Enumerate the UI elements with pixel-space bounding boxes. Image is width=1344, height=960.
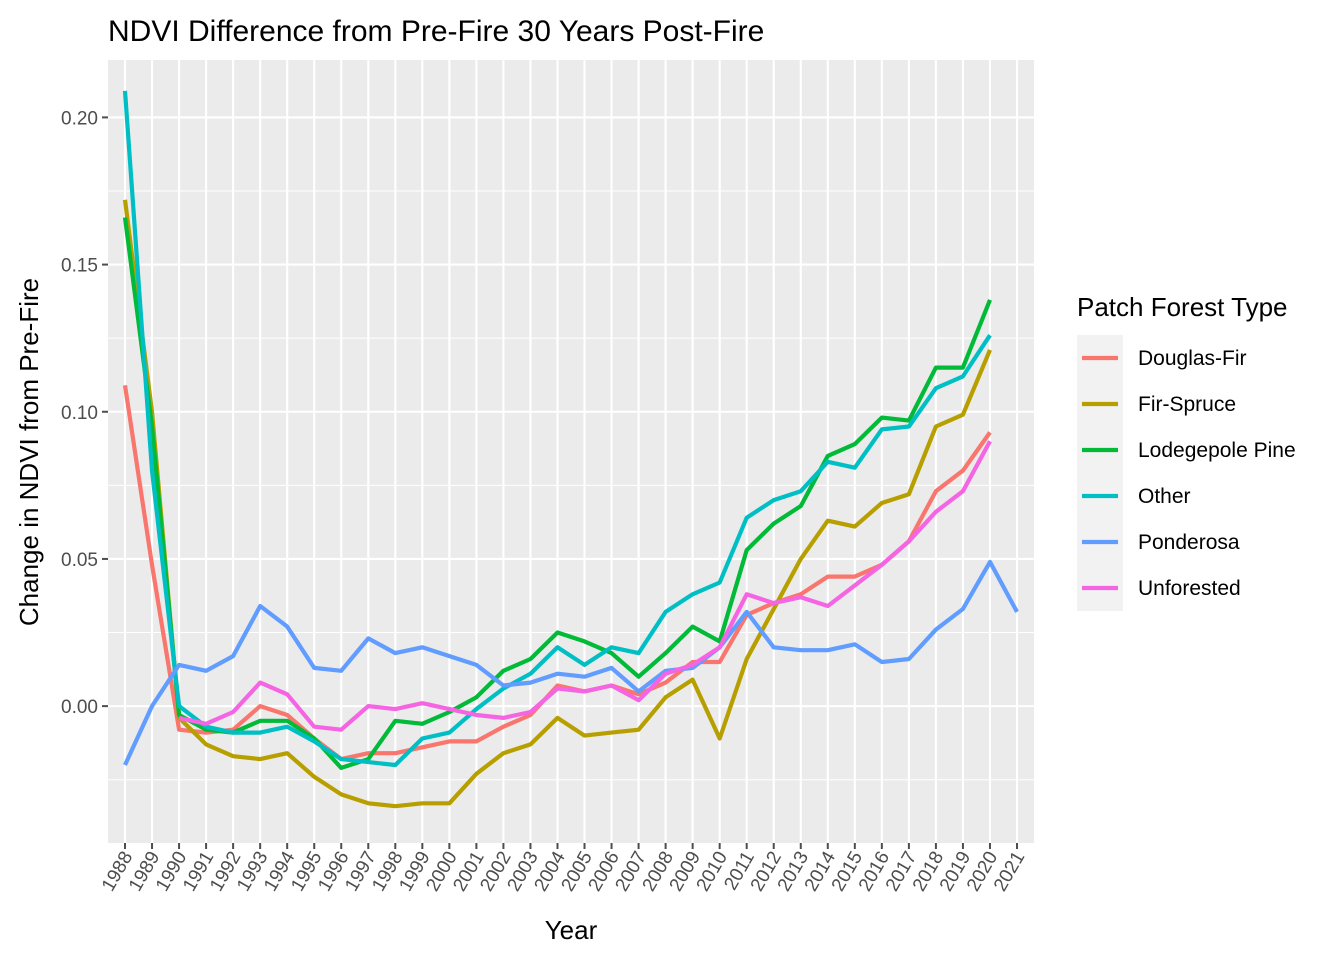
legend-label: Douglas-Fir [1138, 347, 1247, 370]
legend-title: Patch Forest Type [1077, 292, 1288, 322]
series-line [178, 440, 992, 732]
y-tick-label: 0.00 [61, 697, 98, 718]
x-axis-title: Year [545, 915, 598, 945]
y-tick-label: 0.20 [61, 108, 98, 129]
legend: Patch Forest Type Douglas-Fir Fir-Spruce L… [1077, 292, 1296, 611]
series-line [123, 559, 1019, 766]
y-tick-label: 0.10 [61, 403, 98, 424]
series-lines [122, 90, 1019, 809]
minor-gridlines [108, 190, 1034, 781]
y-tick-label: 0.15 [61, 256, 98, 277]
series-line [122, 384, 992, 762]
legend-label: Fir-Spruce [1138, 393, 1236, 416]
chart-title: NDVI Difference from Pre-Fire 30 Years P… [108, 15, 764, 48]
legend-label: Other [1138, 485, 1191, 508]
y-axis: 0.00 0.05 0.10 0.15 0.20 [61, 108, 108, 718]
y-tick-label: 0.05 [61, 550, 98, 571]
series-line [122, 90, 992, 768]
legend-label: Ponderosa [1138, 531, 1240, 554]
legend-label: Lodegepole Pine [1138, 439, 1296, 462]
legend-label: Unforested [1138, 577, 1241, 600]
series-line [122, 199, 992, 809]
y-axis-title: Change in NDVI from Pre-Fire [14, 278, 44, 626]
series-line [122, 217, 992, 770]
